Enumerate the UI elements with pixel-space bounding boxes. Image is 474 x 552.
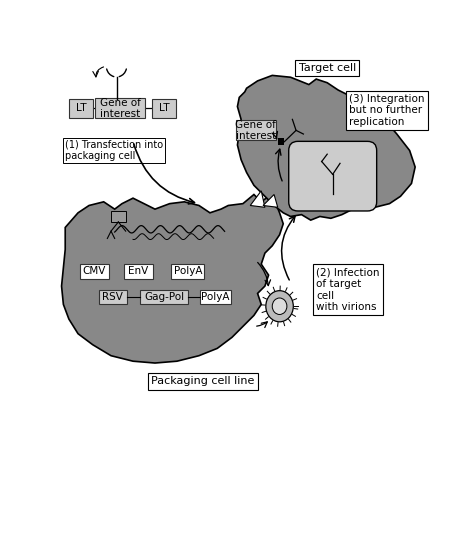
Text: LT: LT — [159, 103, 170, 113]
FancyBboxPatch shape — [95, 98, 145, 119]
Bar — [278, 139, 284, 145]
FancyBboxPatch shape — [124, 264, 153, 279]
FancyBboxPatch shape — [289, 141, 377, 211]
Text: EnV: EnV — [128, 267, 149, 277]
Text: Gag-Pol: Gag-Pol — [144, 292, 184, 302]
Text: (1) Transfection into
packaging cell: (1) Transfection into packaging cell — [65, 140, 164, 161]
Ellipse shape — [266, 291, 293, 322]
FancyBboxPatch shape — [172, 264, 204, 279]
FancyBboxPatch shape — [80, 264, 109, 279]
FancyBboxPatch shape — [69, 99, 93, 118]
Text: (3) Integration
but no further
replication: (3) Integration but no further replicati… — [349, 94, 425, 127]
Ellipse shape — [272, 298, 287, 315]
Polygon shape — [237, 76, 415, 220]
FancyBboxPatch shape — [111, 211, 126, 222]
Polygon shape — [263, 194, 278, 208]
Text: LT: LT — [76, 103, 86, 113]
Polygon shape — [250, 191, 265, 208]
Text: Packaging cell line: Packaging cell line — [151, 376, 255, 386]
Text: Gene of
interest: Gene of interest — [235, 120, 276, 141]
FancyBboxPatch shape — [236, 120, 276, 140]
Polygon shape — [62, 194, 283, 363]
Text: Gene of
interest: Gene of interest — [100, 98, 141, 119]
Text: PolyA: PolyA — [173, 267, 202, 277]
FancyBboxPatch shape — [99, 290, 127, 304]
Text: RSV: RSV — [102, 292, 123, 302]
FancyBboxPatch shape — [152, 99, 176, 118]
FancyBboxPatch shape — [200, 290, 231, 304]
Text: PolyA: PolyA — [201, 292, 230, 302]
FancyBboxPatch shape — [140, 290, 188, 304]
Text: (2) Infection
of target
cell
with virions: (2) Infection of target cell with virion… — [316, 267, 380, 312]
Text: CMV: CMV — [83, 267, 106, 277]
Text: Target cell: Target cell — [299, 63, 356, 73]
